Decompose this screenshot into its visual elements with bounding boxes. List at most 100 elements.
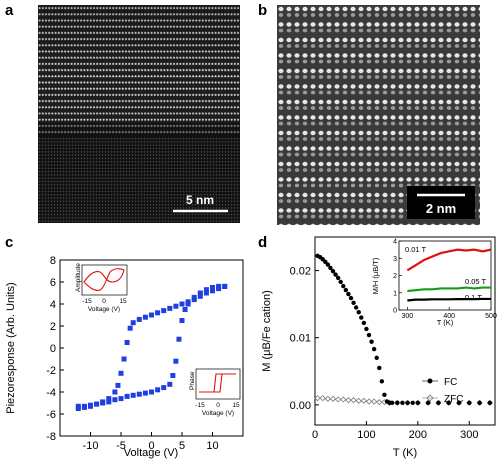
inset-amplitude-loop <box>83 268 125 291</box>
chart-c-ytick-label: -4 <box>46 387 56 399</box>
inset-amplitude-tick--15: -15 <box>82 298 92 305</box>
chart-d-fc-point <box>335 275 341 281</box>
scale-bar-label-b: 2 nm <box>426 201 456 216</box>
inset-d-ytick-label: 2 <box>393 273 397 280</box>
chart-c-point <box>112 389 118 395</box>
chart-d-fc-point <box>400 400 405 406</box>
legend-zfc-label: ZFC <box>444 394 463 405</box>
chart-c-point <box>173 303 179 309</box>
inset-d-ytick-label: 0 <box>393 308 397 315</box>
chart-c-point <box>112 397 118 403</box>
chart-d-fc-point <box>377 365 382 371</box>
chart-c-point <box>197 290 203 296</box>
chart-c-ytick-label: -2 <box>46 365 56 377</box>
chart-d-ytick-label: 0.01 <box>290 333 311 345</box>
chart-c-point <box>149 389 154 395</box>
chart-d-fc-point <box>487 400 493 406</box>
chart-d-fc-point <box>446 400 451 406</box>
chart-d-zfc-point <box>335 396 342 403</box>
chart-d-fc-point <box>356 310 361 315</box>
chart-c-point <box>155 310 161 316</box>
inset-d-series-line <box>406 248 492 272</box>
chart-d-xtick-label: 0 <box>312 429 318 441</box>
chart-d-zfc-point <box>324 395 331 402</box>
chart-c-point <box>136 391 142 397</box>
chart-d-ytick-label: 0.00 <box>290 400 311 412</box>
inset-phase-tick--15: -15 <box>195 402 205 409</box>
chart-c-point <box>124 340 130 345</box>
inset-phase-tick-0: 0 <box>216 402 220 409</box>
inset-amplitude-tick-0: 0 <box>102 298 106 305</box>
chart-d-fc-point <box>436 400 441 406</box>
chart-c-point <box>106 396 112 402</box>
chart-c-point <box>127 325 133 331</box>
chart-d-fc-point <box>348 295 354 301</box>
inset-d-ytick-label: 4 <box>393 239 397 246</box>
chart-d-zfc-point <box>376 399 383 406</box>
chart-d-fc-point <box>330 269 336 274</box>
chart-c-point <box>130 392 136 398</box>
stem-image-b: 2 nm <box>277 5 480 225</box>
chart-c-point <box>197 293 203 299</box>
chart-d-ytick-label: 0.02 <box>290 266 311 278</box>
chart-c-point <box>167 305 173 311</box>
chart-d-fc-point <box>389 400 395 406</box>
panel-letter-d: d <box>258 234 268 251</box>
panel-letter-c: c <box>5 234 14 251</box>
chart-d-zfc-point <box>355 397 362 404</box>
stem-image-a: 5 nm <box>38 5 240 223</box>
chart-c-point <box>94 401 100 407</box>
chart-d-fc-point <box>328 265 333 271</box>
chart-c-point <box>203 290 209 296</box>
chart-c-point <box>216 286 222 292</box>
chart-d-fc-point <box>371 346 377 352</box>
inset-phase: Phase -15 0 15 Voltage (V) <box>189 368 241 417</box>
legend-fc-label: FC <box>444 377 457 388</box>
chart-d-zfc-point <box>319 395 326 402</box>
chart-d-zfc-point <box>360 397 367 404</box>
chart-d-fc-point <box>333 272 338 277</box>
scale-bar-label-a: 5 nm <box>186 193 214 207</box>
chart-c-point <box>161 308 167 314</box>
inset-d-ytick-label: 1 <box>393 290 397 297</box>
chart-d-ylabel: M (μB/Fe cation) <box>261 290 273 372</box>
scale-bar-box-b <box>407 186 475 219</box>
chart-d-fc-point <box>361 320 367 326</box>
chart-c-point <box>179 318 185 323</box>
chart-c-point <box>185 299 191 305</box>
chart-c-point <box>88 403 93 409</box>
inset-amplitude-tick-15: 15 <box>119 298 127 305</box>
chart-d-fc-point <box>425 400 431 406</box>
chart-c-point <box>106 399 112 405</box>
panel-letter-a: a <box>5 2 14 19</box>
chart-d-xtick-label: 300 <box>460 429 478 441</box>
chart-d-fc-point <box>369 339 374 344</box>
inset-d-series-line <box>407 297 491 302</box>
chart-c-point <box>142 314 148 320</box>
chart-d-xtick-label: 200 <box>409 429 427 441</box>
chart-d-fc-point <box>366 332 372 338</box>
chart-d-zfc-point <box>314 395 321 402</box>
chart-c-ytick-label: -6 <box>46 409 56 421</box>
chart-c-point <box>155 387 161 393</box>
chart-c-ytick-label: 2 <box>50 321 56 333</box>
chart-d-fc-point <box>382 392 387 397</box>
chart-c-xtick-label: -5 <box>116 440 126 452</box>
chart-c-point <box>179 301 185 307</box>
chart-c-point <box>121 356 127 362</box>
inset-d-xlabel: T (K) <box>437 318 454 327</box>
chart-d-zfc-point <box>340 396 347 403</box>
chart-d: 0 100 200 300 0.00 0.01 0.02 T (K) M (μB/Fe ca… <box>261 236 497 459</box>
inset-d-xtick-label: 400 <box>443 313 455 320</box>
chart-c-point <box>115 382 121 388</box>
chart-c-ytick-label: 6 <box>50 277 56 289</box>
chart-d-zfc-point <box>329 395 337 402</box>
substrate-lattice <box>38 137 240 223</box>
chart-d-fc-point <box>410 400 415 406</box>
chart-d-fc-point <box>341 283 346 289</box>
chart-d-fc-point <box>338 279 343 285</box>
chart-c-ytick-label: 4 <box>50 299 56 311</box>
chart-d-fc-point <box>374 355 379 361</box>
inset-d-label-01: 0.1 T <box>465 293 482 302</box>
chart-c-point <box>210 285 215 290</box>
